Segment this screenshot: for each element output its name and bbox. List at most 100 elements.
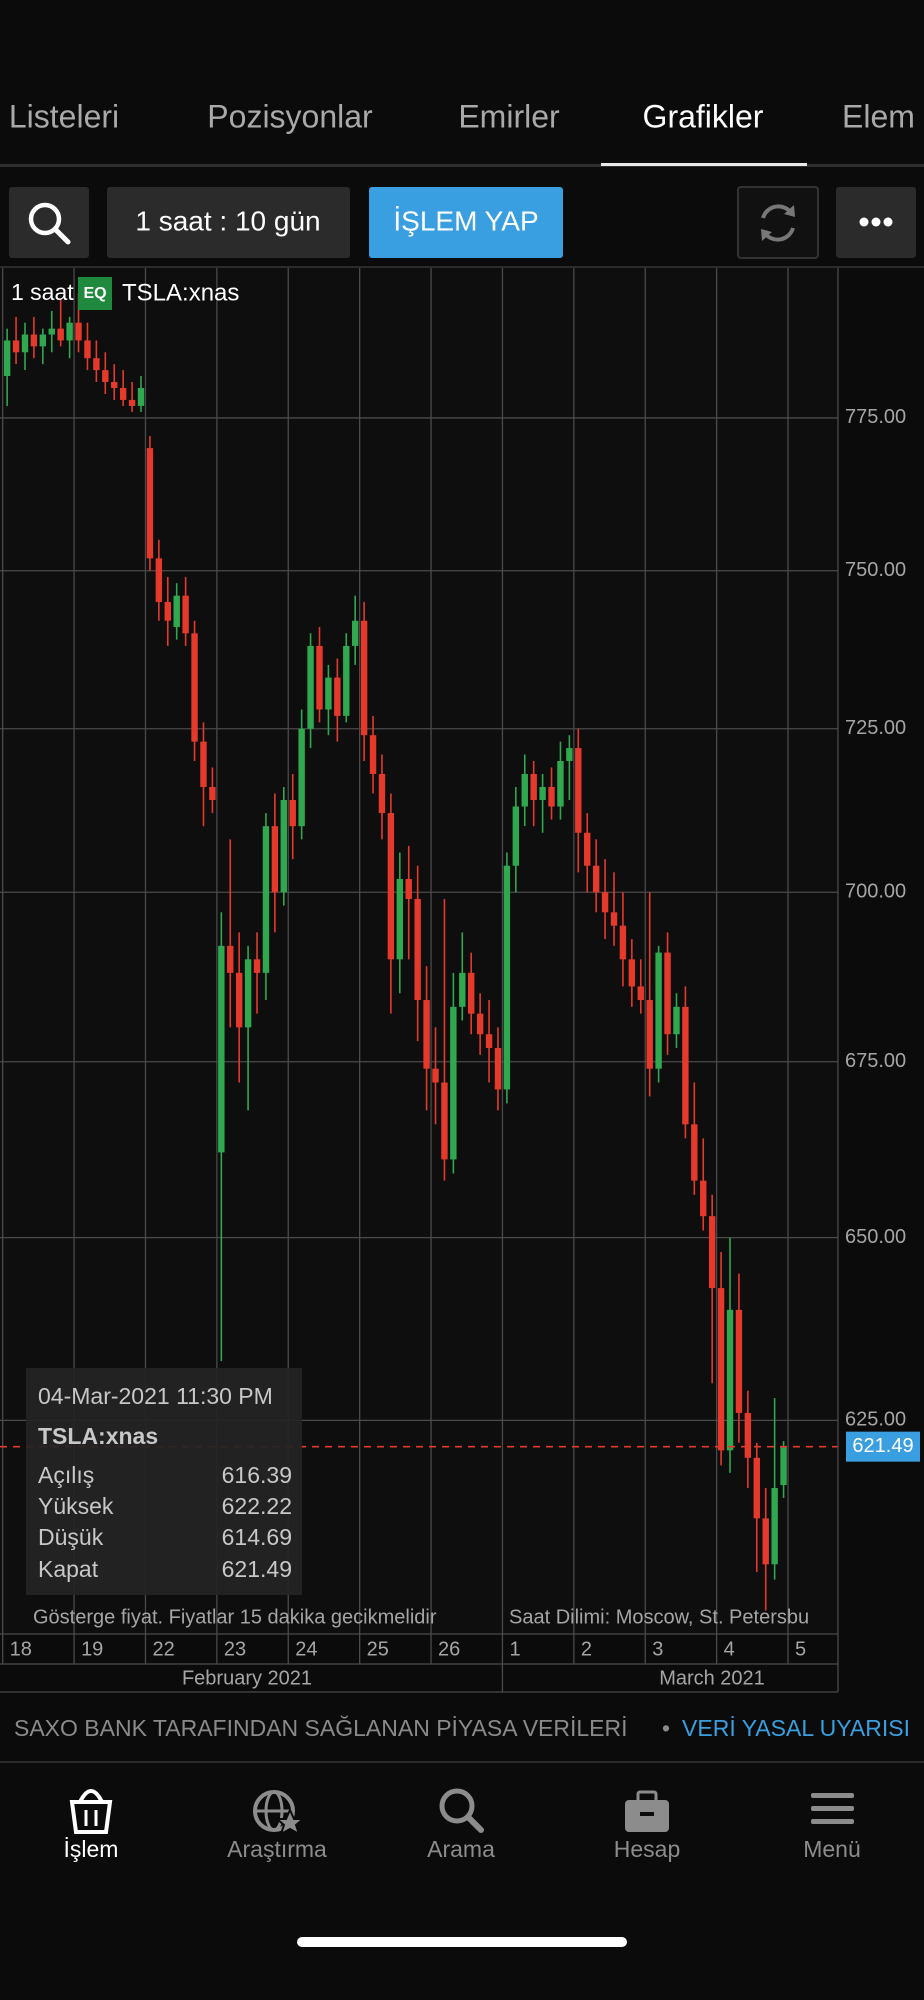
disclaimer-separator: •: [662, 1715, 670, 1741]
candle-body: [628, 959, 636, 987]
candle-body: [119, 387, 127, 400]
search-icon: [465, 1814, 484, 1833]
candle-body: [717, 1288, 725, 1451]
nav-label: Hesap: [614, 1836, 680, 1862]
nav-item[interactable]: Menü: [803, 1793, 861, 1862]
x-tick-label: 18: [10, 1638, 32, 1660]
refresh-button[interactable]: [737, 186, 819, 259]
tab[interactable]: Listeleri: [9, 98, 119, 134]
candle-body: [673, 1006, 680, 1035]
x-tick-label: 24: [295, 1638, 317, 1660]
candle-body: [512, 806, 520, 866]
nav-label: Araştırma: [227, 1836, 327, 1862]
candle-body: [155, 558, 163, 602]
home-indicator: [297, 1937, 627, 1947]
candle-body: [753, 1457, 760, 1519]
candle-body: [655, 952, 662, 1069]
candle-body: [102, 370, 109, 383]
candle-body: [218, 945, 225, 1153]
candle-body: [227, 945, 234, 973]
candle-body: [530, 773, 537, 800]
candle-body: [584, 832, 591, 866]
tab-active[interactable]: Grafikler: [643, 98, 764, 134]
candle-body: [637, 986, 644, 1001]
nav-item[interactable]: Hesap: [614, 1790, 680, 1862]
candle-body: [235, 972, 243, 1028]
candle-body: [164, 601, 171, 621]
tooltip-value: 614.69: [222, 1524, 292, 1550]
month-label: February 2021: [182, 1667, 312, 1689]
candle-body: [432, 1068, 439, 1083]
candle-body: [369, 735, 377, 774]
nav-item[interactable]: İşlem: [64, 1789, 119, 1862]
month-label: March 2021: [659, 1667, 765, 1689]
candle-body: [646, 1000, 653, 1069]
x-tick-label: 25: [367, 1638, 389, 1660]
chart-header: 1 saat EQ TSLA:xnas: [11, 277, 239, 310]
candle-body: [271, 826, 279, 893]
y-tick-label: 725.00: [845, 717, 906, 739]
chart-interval: 1 saat: [11, 279, 74, 305]
basket-icon: [78, 1789, 104, 1803]
candle-body: [610, 912, 618, 926]
candle-body: [253, 959, 261, 973]
candle-body: [66, 322, 73, 341]
tab[interactable]: Elem: [842, 98, 915, 134]
overlay: 621.49: [0, 1431, 920, 1462]
candle-body: [485, 1034, 493, 1048]
menu-icon: [811, 1819, 854, 1824]
nav-item[interactable]: Arama: [427, 1788, 495, 1862]
menu-icon: [811, 1793, 854, 1798]
refresh-icon: [761, 205, 795, 241]
candle-body: [298, 728, 305, 827]
badge: [78, 277, 112, 310]
more-icon: [859, 217, 869, 227]
candle-body: [351, 620, 359, 646]
more-icon: [883, 217, 893, 227]
grid: 625.00 650.00 675.00 700.00 725.00 750.00 775.…: [0, 268, 906, 1634]
candle-body: [708, 1216, 716, 1289]
candle-body: [21, 334, 29, 353]
trade-button[interactable]: [369, 187, 563, 258]
search-button[interactable]: [9, 187, 89, 258]
delay-note: Gösterge fiyat. Fiyatlar 15 dakika gecik…: [33, 1606, 437, 1628]
trade-button-label: İŞLEM YAP: [393, 205, 538, 236]
tooltip-label: Açılış: [38, 1462, 94, 1488]
x-tick-label: 4: [724, 1638, 735, 1660]
y-tick-label: 775.00: [845, 406, 906, 428]
candle-body: [307, 645, 314, 729]
x-tick-label: 19: [81, 1638, 103, 1660]
candle-body: [200, 741, 207, 787]
candle-body: [503, 865, 511, 1090]
disclaimer-link[interactable]: VERİ YASAL UYARISI: [682, 1715, 910, 1741]
candle-body: [343, 645, 350, 716]
candle-body: [601, 892, 609, 913]
interval-label: 1 saat : 10 gün: [135, 205, 320, 236]
candle-body: [735, 1309, 743, 1413]
tooltip-value: 616.39: [222, 1462, 292, 1488]
x-tick-label: 2: [581, 1638, 592, 1660]
last-price-label: 621.49: [852, 1435, 913, 1457]
candle-body: [664, 952, 671, 1035]
tooltip-label: Düşük: [38, 1524, 104, 1550]
x-tick-label: 3: [652, 1638, 663, 1660]
candle-body: [316, 645, 323, 710]
candle-body: [93, 358, 100, 371]
interval-button[interactable]: [107, 187, 350, 258]
tooltip-symbol: TSLA:xnas: [38, 1423, 158, 1449]
candle-body: [39, 334, 47, 347]
nav-label: Arama: [427, 1836, 495, 1862]
tab[interactable]: Pozisyonlar: [207, 98, 373, 134]
candle-body: [700, 1180, 707, 1217]
candle-body: [494, 1047, 502, 1090]
candle-body: [682, 1006, 689, 1125]
tab[interactable]: Emirler: [458, 98, 560, 134]
tooltip: 04-Mar-2021 11:30 PM TSLA:xnas Açılış Yü…: [26, 1368, 302, 1595]
nav-item[interactable]: Araştırma: [227, 1790, 327, 1862]
search-icon: [28, 202, 62, 236]
candle-body: [280, 799, 287, 893]
candle-body: [592, 865, 600, 893]
candle-body: [244, 959, 252, 1028]
tooltip-label: Kapat: [38, 1556, 99, 1582]
